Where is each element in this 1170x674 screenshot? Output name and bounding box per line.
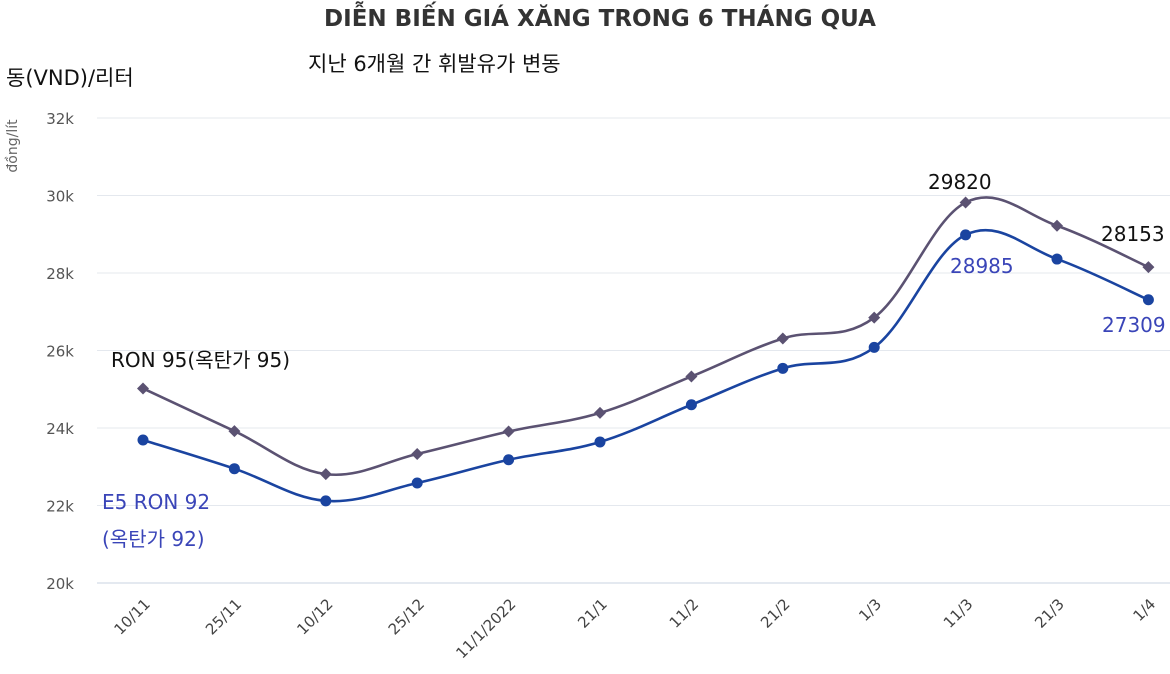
chart-subtitle: 지난 6개월 간 휘발유가 변동 xyxy=(308,52,561,76)
data-point-e5 xyxy=(868,341,880,353)
y-tick-label: 26k xyxy=(46,343,74,361)
series-markers xyxy=(137,196,1155,507)
legend-ron95: RON 95(옥탄가 95) xyxy=(111,348,291,372)
data-point-ron95 xyxy=(1142,261,1155,274)
data-label-ron95-peak: 29820 xyxy=(928,170,992,194)
unit-label: 동(VND)/리터 xyxy=(6,66,134,90)
data-label-ron95-last: 28153 xyxy=(1101,222,1165,246)
x-tick-label: 11/3 xyxy=(940,595,977,632)
legend-e5-line1: E5 RON 92 xyxy=(102,490,211,514)
x-tick-label: 10/12 xyxy=(293,595,336,638)
data-point-ron95 xyxy=(502,425,515,438)
y-tick-label: 22k xyxy=(46,498,74,516)
data-label-e5-last: 27309 xyxy=(1102,313,1166,337)
series-line-ron95 xyxy=(142,196,1149,477)
x-tick-label: 11/1/2022 xyxy=(452,595,519,662)
data-point-ron95 xyxy=(319,468,332,481)
x-tick-labels: 10/11 25/11 10/12 25/12 11/1/2022 21/1 11/2 21/… xyxy=(111,595,1160,662)
x-tick-label: 25/11 xyxy=(202,595,245,638)
y-tick-labels: 20k 22k 24k 26k 28k 30k 32k xyxy=(46,110,74,593)
x-tick-label: 21/2 xyxy=(757,595,794,632)
data-point-ron95 xyxy=(776,332,789,345)
y-tick-label: 30k xyxy=(46,188,74,206)
data-point-e5 xyxy=(960,229,972,241)
data-point-e5 xyxy=(1142,294,1154,306)
data-point-ron95 xyxy=(685,370,698,383)
data-point-e5 xyxy=(320,495,332,507)
grid-lines xyxy=(97,117,1170,584)
data-point-ron95 xyxy=(1051,219,1063,232)
series-lines xyxy=(142,196,1149,503)
y-tick-label: 32k xyxy=(46,110,74,128)
y-tick-label: 24k xyxy=(46,420,74,438)
chart-title: DIỄN BIẾN GIÁ XĂNG TRONG 6 THÁNG QUA xyxy=(324,6,876,32)
data-point-ron95 xyxy=(228,425,241,438)
data-point-ron95 xyxy=(137,382,149,395)
data-point-ron95 xyxy=(868,311,881,324)
data-point-e5 xyxy=(685,399,697,411)
y-axis-label: đồng/lít xyxy=(5,119,21,173)
y-tick-label: 28k xyxy=(46,265,74,283)
data-point-e5 xyxy=(777,362,789,374)
legend-e5-line2: (옥탄가 92) xyxy=(102,527,205,551)
data-point-ron95 xyxy=(411,447,424,460)
x-tick-label: 10/11 xyxy=(111,595,154,638)
data-point-ron95 xyxy=(594,406,606,419)
data-point-e5 xyxy=(137,434,149,446)
data-point-e5 xyxy=(503,454,515,466)
x-tick-label: 21/1 xyxy=(574,595,611,632)
data-point-e5 xyxy=(411,477,423,489)
data-point-e5 xyxy=(594,436,606,448)
x-tick-label: 25/12 xyxy=(385,595,428,638)
data-point-ron95 xyxy=(959,196,972,209)
data-point-e5 xyxy=(228,463,240,475)
x-tick-label: 1/3 xyxy=(855,595,885,625)
data-point-e5 xyxy=(1051,253,1063,265)
x-tick-label: 1/4 xyxy=(1129,595,1159,625)
y-tick-label: 20k xyxy=(46,575,74,593)
data-label-e5-peak: 28985 xyxy=(950,254,1014,278)
x-tick-label: 11/2 xyxy=(666,595,703,632)
x-tick-label: 21/3 xyxy=(1031,595,1068,632)
